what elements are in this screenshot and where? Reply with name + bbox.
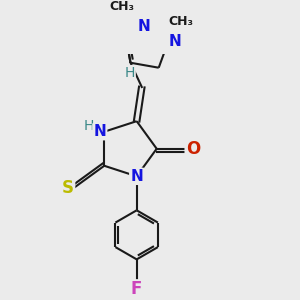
Text: F: F [131, 280, 142, 298]
Text: N: N [169, 34, 182, 50]
Text: O: O [186, 140, 200, 158]
Text: N: N [130, 169, 143, 184]
Text: CH₃: CH₃ [168, 15, 193, 28]
Text: S: S [62, 179, 74, 197]
Text: CH₃: CH₃ [109, 0, 134, 13]
Text: N: N [137, 19, 150, 34]
Text: N: N [93, 124, 106, 139]
Text: H: H [124, 66, 135, 80]
Text: H: H [83, 119, 94, 133]
